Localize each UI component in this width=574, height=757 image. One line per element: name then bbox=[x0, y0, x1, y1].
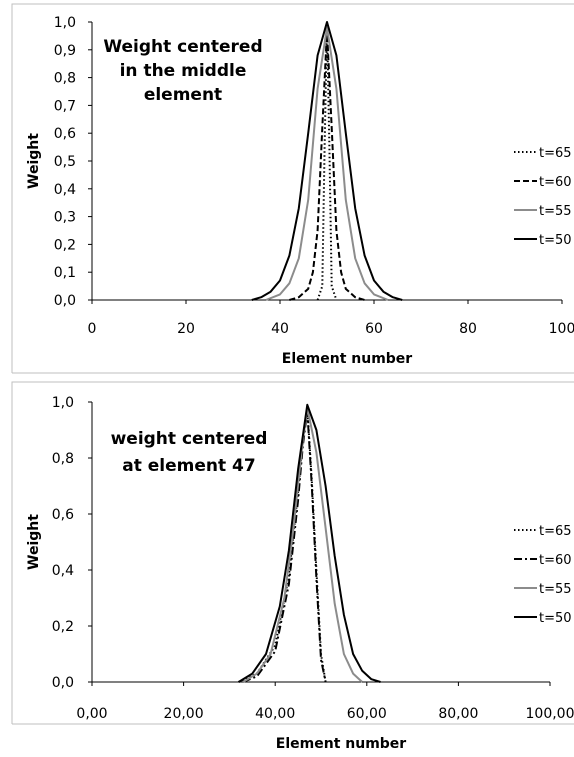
x-tick-label: 100,00 bbox=[526, 706, 574, 722]
x-tick-label: 100 bbox=[549, 321, 574, 337]
x-tick-label: 60 bbox=[365, 321, 383, 337]
legend-label: t=60 bbox=[539, 175, 572, 190]
y-tick-label: 0,4 bbox=[54, 182, 76, 198]
series-line-t50 bbox=[251, 21, 403, 301]
annotation-text: in the middle bbox=[120, 61, 247, 81]
annotation-text: element bbox=[144, 85, 222, 105]
legend-label: t=55 bbox=[539, 582, 572, 597]
x-tick-label: 0 bbox=[88, 321, 97, 337]
y-tick-label: 0,2 bbox=[52, 619, 74, 635]
annotation-text: at element 47 bbox=[122, 456, 255, 476]
legend-label: t=65 bbox=[539, 146, 572, 161]
y-tick-label: 1,0 bbox=[52, 395, 74, 411]
legend-label: t=55 bbox=[539, 204, 572, 219]
chart-frame bbox=[11, 381, 574, 725]
annotation-text: weight centered bbox=[111, 429, 268, 449]
legend-label: t=60 bbox=[539, 553, 572, 568]
x-tick-label: 80 bbox=[459, 321, 477, 337]
y-axis-title: Weight bbox=[26, 133, 42, 189]
legend-label: t=50 bbox=[539, 233, 572, 248]
series-line-t60 bbox=[242, 409, 327, 683]
y-tick-label: 0,7 bbox=[54, 98, 76, 114]
x-tick-label: 20 bbox=[177, 321, 195, 337]
x-tick-label: 40 bbox=[271, 321, 289, 337]
y-tick-label: 0,1 bbox=[54, 265, 76, 281]
chart-bottom: 0,0 0,2 0,4 0,6 0,8 1,0 0,00 20,00 40,00 60,00 80,… bbox=[11, 381, 574, 752]
y-tick-label: 0,8 bbox=[52, 451, 74, 467]
series-line-t55 bbox=[265, 26, 389, 301]
series-line-t60 bbox=[289, 29, 365, 301]
y-tick-label: 0,4 bbox=[52, 563, 74, 579]
x-tick-label: 0,00 bbox=[76, 706, 107, 722]
y-tick-label: 0,8 bbox=[54, 71, 76, 87]
x-axis-title: Element number bbox=[276, 736, 407, 752]
series-line-t50 bbox=[238, 403, 381, 683]
y-tick-label: 0,6 bbox=[54, 126, 76, 142]
x-tick-label: 20,00 bbox=[164, 706, 204, 722]
annotation-text: Weight centered bbox=[103, 37, 262, 57]
chart-panel-bottom: 0,0 0,2 0,4 0,6 0,8 1,0 0,00 20,00 40,00 60,00 80,… bbox=[0, 378, 574, 757]
x-tick-label: 80,00 bbox=[438, 706, 478, 722]
y-tick-label: 0,0 bbox=[54, 293, 76, 309]
chart-frame bbox=[11, 3, 574, 374]
y-tick-label: 0,6 bbox=[52, 507, 74, 523]
y-tick-label: 0,5 bbox=[54, 154, 76, 170]
legend-label: t=65 bbox=[539, 524, 572, 539]
y-tick-label: 0,2 bbox=[54, 237, 76, 253]
legend-label: t=50 bbox=[539, 611, 572, 626]
y-tick-label: 0,9 bbox=[54, 43, 76, 59]
chart-panel-top: 0,0 0,1 0,2 0,3 0,4 0,5 0,6 0,7 0,8 0,9 1,0 0 20 40 60… bbox=[0, 0, 574, 378]
chart-top: 0,0 0,1 0,2 0,3 0,4 0,5 0,6 0,7 0,8 0,9 1,0 0 20 40 60… bbox=[11, 3, 574, 374]
x-tick-label: 40,00 bbox=[255, 706, 295, 722]
x-tick-label: 60,00 bbox=[347, 706, 387, 722]
y-tick-label: 1,0 bbox=[54, 15, 76, 31]
y-axis-title: Weight bbox=[26, 514, 42, 570]
y-tick-label: 0,0 bbox=[52, 675, 74, 691]
y-tick-label: 0,3 bbox=[54, 210, 76, 226]
x-axis-title: Element number bbox=[282, 351, 413, 367]
